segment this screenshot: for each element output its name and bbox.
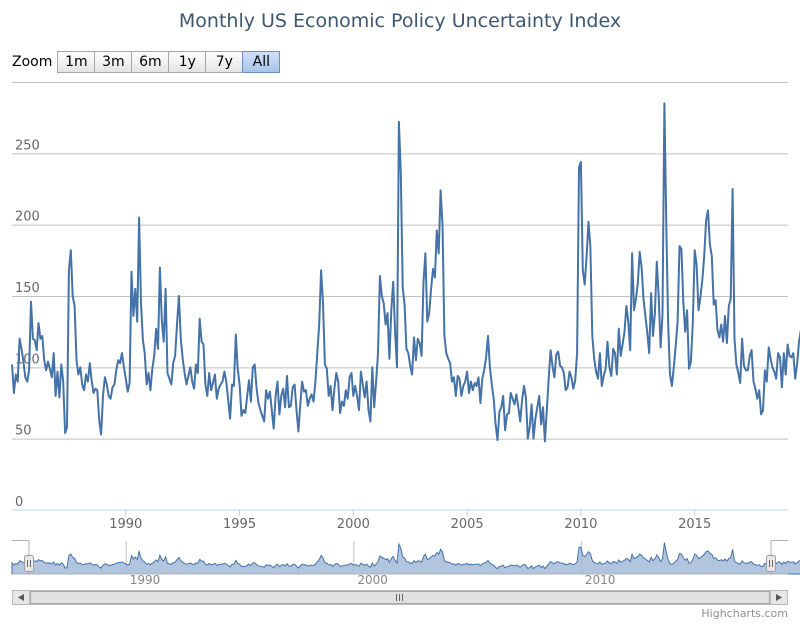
y-tick-label: 100	[15, 352, 40, 367]
arrow-left-icon	[18, 594, 24, 601]
x-tick-label: 2000	[337, 517, 370, 532]
x-tick-label: 2005	[451, 517, 484, 532]
navigator-x-axis-labels: 1990 2000 2010	[130, 573, 616, 587]
navigator-handle-right[interactable]	[766, 555, 776, 572]
navigator-handle-left[interactable]	[24, 555, 34, 572]
scroll-right-button[interactable]	[770, 590, 788, 605]
grip-icon	[396, 594, 403, 601]
credits-link[interactable]: Highcharts.com	[701, 607, 788, 620]
zoom-all-button[interactable]: All	[242, 51, 281, 73]
x-tick-label: 1995	[223, 517, 256, 532]
y-tick-label: 200	[15, 210, 40, 225]
y-tick-label: 0	[15, 495, 23, 510]
arrow-right-icon	[776, 594, 782, 601]
navigator[interactable]: 1990 2000 2010	[11, 540, 800, 588]
grip-icon	[769, 560, 773, 567]
y-tick-label: 250	[15, 138, 40, 153]
x-tick-label: 2010	[564, 517, 597, 532]
zoom-label: Zoom	[12, 54, 53, 70]
scroll-left-button[interactable]	[12, 590, 30, 605]
navigator-x-tick-label: 1990	[130, 573, 161, 587]
x-axis-labels: 1990 1995 2000 2005 2010 2015	[109, 510, 711, 532]
grip-icon	[27, 560, 31, 567]
x-tick-label: 1990	[109, 517, 142, 532]
chart-title: Monthly US Economic Policy Uncertainty I…	[178, 10, 622, 32]
x-tick-label: 2015	[678, 517, 711, 532]
zoom-1y-button[interactable]: 1y	[168, 51, 207, 73]
navigator-x-tick-label: 2000	[357, 573, 388, 587]
zoom-7y-button[interactable]: 7y	[205, 51, 244, 73]
navigator-x-tick-label: 2010	[585, 573, 616, 587]
y-tick-label: 150	[15, 281, 40, 296]
scrollbar[interactable]	[12, 590, 788, 605]
navigator-series-area	[11, 542, 800, 575]
series-line	[11, 102, 800, 443]
zoom-selector: Zoom 1m 3m 6m 1y 7y All	[12, 51, 281, 73]
y-axis-labels: 0 50 100 150 200 250	[15, 138, 40, 510]
y-tick-label: 50	[15, 424, 32, 439]
